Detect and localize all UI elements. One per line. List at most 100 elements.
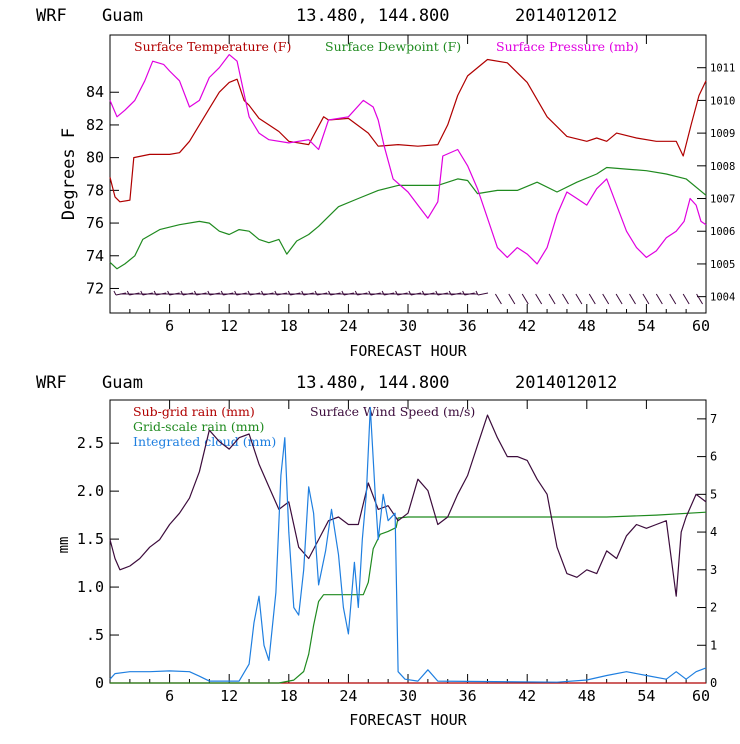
bottom-x-tick-label: 12 bbox=[220, 687, 238, 705]
top-y-tick-label: 80 bbox=[86, 149, 104, 167]
wind-barb bbox=[521, 293, 529, 305]
bottom-x-tick-label: 36 bbox=[459, 687, 477, 705]
bottom-x-tick-label: 42 bbox=[518, 687, 536, 705]
bottom-y-tick-label: .5 bbox=[86, 626, 104, 644]
top-series-surface-pressure bbox=[109, 54, 707, 265]
bottom-legend-grid-rain: Grid-scale rain (mm) bbox=[133, 419, 264, 434]
wind-barb bbox=[629, 293, 636, 305]
bottom-series-surface-wind-speed bbox=[109, 414, 707, 597]
top-x-axis-label: FORECAST HOUR bbox=[349, 342, 467, 360]
wind-barb-flag bbox=[475, 290, 479, 296]
bottom-series-lines bbox=[109, 406, 707, 684]
wind-barb bbox=[615, 293, 623, 305]
top-y-tick-label: 74 bbox=[86, 247, 104, 265]
wind-barb bbox=[602, 293, 610, 305]
top-series-surface-dewpoint bbox=[109, 166, 707, 270]
wind-barb bbox=[696, 293, 703, 305]
wind-barb bbox=[562, 293, 569, 305]
top-legend-temperature: Surface Temperature (F) bbox=[134, 39, 291, 54]
top-y-tick-label: 76 bbox=[86, 214, 104, 232]
wind-barbs bbox=[113, 290, 703, 305]
bottom-y2-tick-label: 7 bbox=[710, 412, 717, 426]
bottom-y-axis-label: mm bbox=[56, 537, 72, 554]
bottom-y-tick-label: 2.0 bbox=[77, 482, 104, 500]
bottom-legend-cloud: Integrated cloud (mm) bbox=[133, 434, 276, 449]
wind-barb-flag bbox=[113, 290, 117, 296]
top-axis-ticks: 6 12 18 24 30 36 42 48 54 60 72 74 76 78 80 82 84 1004 100… bbox=[86, 35, 735, 335]
wind-barb bbox=[494, 293, 502, 305]
bottom-axis-ticks: 6 12 18 24 30 36 42 48 54 600.51.01.52.02.5012345… bbox=[77, 400, 717, 705]
top-legend-dewpoint: Surface Dewpoint (F) bbox=[325, 39, 461, 54]
top-x-tick-label: 12 bbox=[220, 317, 238, 335]
top-x-tick-label: 60 bbox=[692, 317, 710, 335]
bottom-x-tick-label: 54 bbox=[637, 687, 655, 705]
bottom-legend-wind-speed: Surface Wind Speed (m/s) bbox=[310, 404, 475, 419]
top-header-location: Guam bbox=[102, 6, 143, 26]
top-series-lines bbox=[109, 54, 707, 270]
bottom-x-tick-label: 30 bbox=[399, 687, 417, 705]
bottom-header-coords: 13.480, 144.800 bbox=[296, 373, 450, 393]
bottom-y2-tick-label: 3 bbox=[710, 563, 717, 577]
top-y2-tick-label: 1011 bbox=[710, 63, 735, 75]
top-header-model: WRF bbox=[36, 6, 67, 26]
top-series-surface-temperature bbox=[109, 58, 707, 203]
bottom-y2-tick-label: 0 bbox=[710, 676, 717, 690]
bottom-x-tick-label: 24 bbox=[339, 687, 357, 705]
bottom-y2-tick-label: 2 bbox=[710, 601, 717, 615]
bottom-y-tick-label: 0 bbox=[95, 674, 104, 692]
wind-barb bbox=[682, 293, 690, 305]
top-y2-tick-label: 1009 bbox=[710, 128, 735, 140]
top-y-tick-label: 82 bbox=[86, 116, 104, 134]
bottom-header-model: WRF bbox=[36, 373, 67, 393]
bottom-y2-tick-label: 5 bbox=[710, 487, 717, 501]
bottom-y-tick-label: 2.5 bbox=[77, 434, 104, 452]
top-panel: WRF Guam 13.480, 144.800 2014012012 Surf… bbox=[36, 6, 735, 360]
top-y2-tick-label: 1007 bbox=[710, 194, 735, 206]
bottom-header-location: Guam bbox=[102, 373, 143, 393]
bottom-panel: WRF Guam 13.480, 144.800 2014012012 Sub-… bbox=[36, 373, 717, 729]
top-y-tick-label: 84 bbox=[86, 83, 104, 101]
top-y-axis-label: Degrees F bbox=[59, 128, 79, 220]
top-x-tick-label: 24 bbox=[339, 317, 357, 335]
wind-barb bbox=[575, 293, 583, 305]
top-y2-tick-label: 1005 bbox=[710, 259, 735, 271]
wind-barb bbox=[508, 293, 516, 305]
top-y2-tick-label: 1004 bbox=[710, 292, 735, 304]
bottom-y-tick-label: 1.5 bbox=[77, 530, 104, 548]
top-header-coords: 13.480, 144.800 bbox=[296, 6, 450, 26]
top-x-tick-label: 18 bbox=[280, 317, 298, 335]
top-y2-tick-label: 1006 bbox=[710, 226, 735, 238]
bottom-series-grid-scale-rain bbox=[110, 511, 707, 684]
bottom-x-tick-label: 48 bbox=[578, 687, 596, 705]
wind-barb bbox=[535, 293, 543, 305]
wind-barb bbox=[477, 292, 489, 296]
top-y2-tick-label: 1010 bbox=[710, 95, 735, 107]
wind-barb bbox=[669, 293, 677, 305]
wind-barb bbox=[548, 293, 556, 305]
bottom-legend-subgrid-rain: Sub-grid rain (mm) bbox=[133, 404, 255, 419]
top-y2-tick-label: 1008 bbox=[710, 161, 735, 173]
wind-barb bbox=[642, 293, 650, 305]
bottom-y-tick-label: 1.0 bbox=[77, 578, 104, 596]
top-y-tick-label: 78 bbox=[86, 181, 104, 199]
wind-barb bbox=[588, 293, 596, 305]
top-legend-pressure: Surface Pressure (mb) bbox=[496, 39, 639, 54]
bottom-x-tick-label: 18 bbox=[280, 687, 298, 705]
bottom-y2-tick-label: 1 bbox=[710, 638, 717, 652]
wind-barb bbox=[655, 293, 663, 305]
top-x-tick-label: 48 bbox=[578, 317, 596, 335]
top-x-tick-label: 42 bbox=[518, 317, 536, 335]
top-x-tick-label: 6 bbox=[165, 317, 174, 335]
top-x-tick-label: 30 bbox=[399, 317, 417, 335]
bottom-y2-tick-label: 6 bbox=[710, 450, 717, 464]
top-plot-frame bbox=[109, 34, 707, 314]
bottom-series-integrated-cloud bbox=[109, 406, 707, 683]
bottom-x-tick-label: 6 bbox=[165, 687, 174, 705]
bottom-x-axis-label: FORECAST HOUR bbox=[349, 711, 467, 729]
top-x-tick-label: 54 bbox=[637, 317, 655, 335]
bottom-x-tick-label: 60 bbox=[692, 687, 710, 705]
bottom-header-run: 2014012012 bbox=[515, 373, 617, 393]
bottom-y2-tick-label: 4 bbox=[710, 525, 717, 539]
